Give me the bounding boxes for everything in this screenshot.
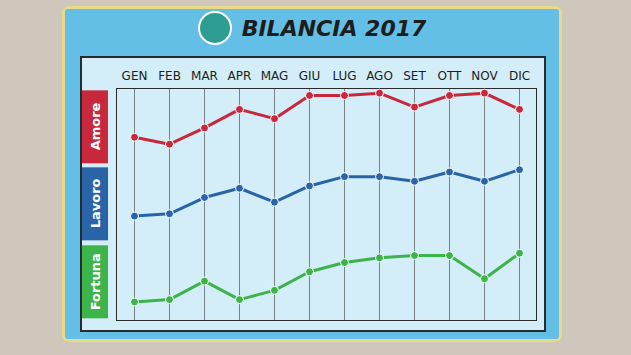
svg-text:GEN: GEN [122,69,148,83]
html-text:Fortuna: Fortuna [87,252,103,310]
html-text:Amore: Amore [87,102,103,151]
svg-text:LUG: LUG [332,69,356,83]
svg-text:DIC: DIC [509,69,530,83]
svg-text:NOV: NOV [471,69,498,83]
svg-text:APR: APR [228,69,252,83]
svg-text:SET: SET [403,69,426,83]
svg-text:OTT: OTT [438,69,463,83]
svg-text:FEB: FEB [158,69,181,83]
html-text:BILANCIA 2017: BILANCIA 2017 [241,15,427,41]
svg-text:GIU: GIU [299,69,321,83]
svg-text:MAR: MAR [191,69,218,83]
svg-text:AGO: AGO [366,69,393,83]
html-text:Lavoro: Lavoro [87,179,103,229]
svg-text:MAG: MAG [261,69,289,83]
